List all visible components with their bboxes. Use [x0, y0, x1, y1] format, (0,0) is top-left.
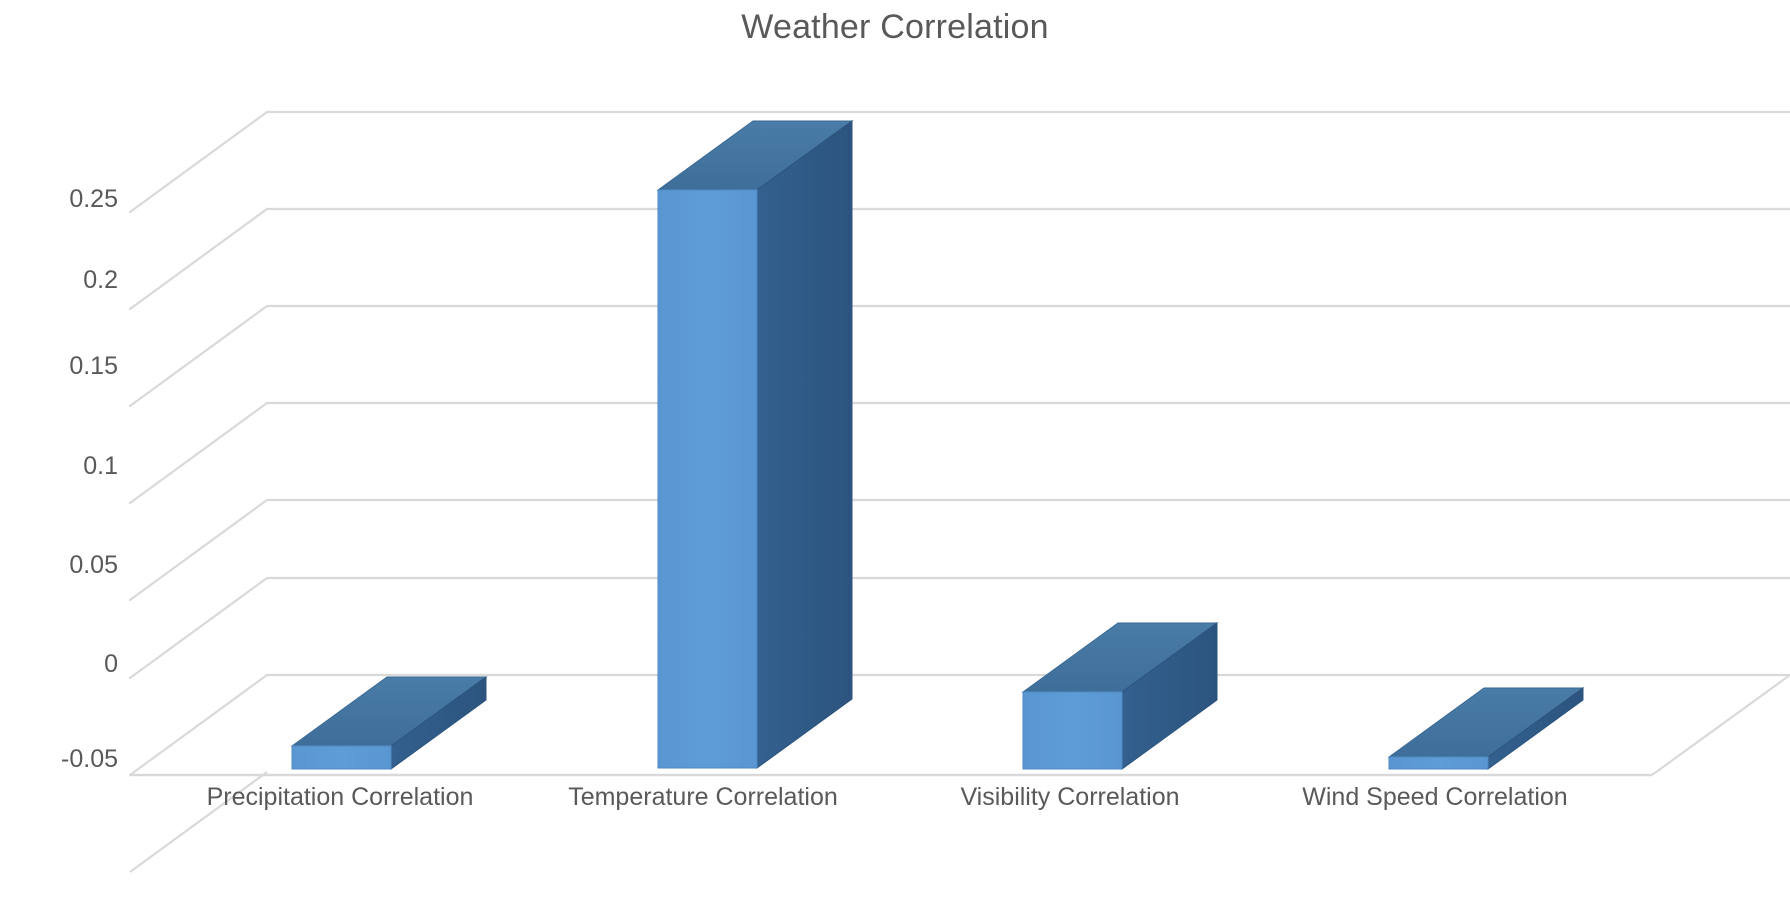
y-axis-tick--0.05: -0.05	[61, 745, 118, 773]
bar-wind-speed-correlation[interactable]	[1387, 687, 1585, 770]
y-axis-tick-0.15: 0.15	[69, 352, 118, 380]
y-axis-tick-0.05: 0.05	[69, 551, 118, 579]
axis-baseline	[128, 673, 1790, 777]
gridlines	[128, 110, 1790, 680]
bar-visibility-correlation[interactable]	[1021, 622, 1219, 770]
bar-temperature-correlation[interactable]	[656, 120, 854, 769]
y-axis-tick-0: 0	[104, 650, 118, 678]
x-axis-tick-wind-speed-correlation: Wind Speed Correlation	[1302, 783, 1568, 811]
chart-title: Weather Correlation	[741, 8, 1049, 46]
x-axis-tick-precipitation-correlation: Precipitation Correlation	[206, 783, 474, 811]
y-axis-tick-0.25: 0.25	[69, 185, 118, 213]
x-axis-tick-temperature-correlation: Temperature Correlation	[568, 783, 838, 811]
x-axis-tick-visibility-correlation: Visibility Correlation	[960, 783, 1180, 811]
gridline-negative	[129, 771, 268, 873]
bar-precipitation-correlation[interactable]	[290, 676, 488, 770]
y-axis-tick-0.2: 0.2	[83, 266, 118, 294]
y-axis-tick-0.1: 0.1	[83, 452, 118, 480]
